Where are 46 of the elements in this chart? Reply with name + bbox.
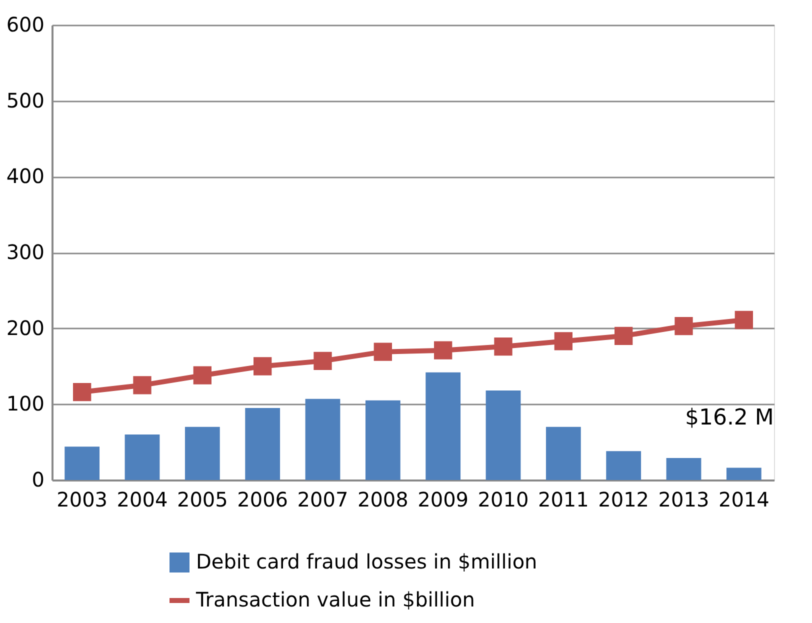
x-tick-label: 2008 bbox=[357, 488, 408, 512]
bar bbox=[184, 426, 220, 480]
x-tick-label: 2007 bbox=[297, 488, 348, 512]
y-tick-label: 400 bbox=[6, 164, 44, 188]
point bbox=[554, 332, 572, 350]
x-tick-label: 2009 bbox=[418, 488, 469, 512]
bar bbox=[124, 434, 160, 480]
point bbox=[494, 337, 512, 356]
x-tick-label: 2005 bbox=[176, 488, 228, 512]
point bbox=[133, 376, 152, 394]
point bbox=[734, 310, 753, 330]
legend-label: Transaction value in $billion bbox=[195, 588, 475, 612]
x-tick-label: 2011 bbox=[538, 488, 589, 512]
y-tick-label: 0 bbox=[32, 468, 44, 492]
point bbox=[434, 341, 452, 360]
bar bbox=[606, 451, 642, 480]
bar bbox=[64, 446, 100, 480]
point bbox=[674, 316, 693, 336]
bar bbox=[305, 398, 340, 480]
x-tick-label: 2012 bbox=[598, 488, 650, 512]
x-tick-label: 2010 bbox=[478, 488, 529, 512]
legend-label: Debit card fraud losses in $million bbox=[196, 550, 538, 574]
bar bbox=[426, 372, 461, 480]
bar bbox=[546, 426, 581, 480]
y-tick-label: 600 bbox=[6, 12, 44, 36]
point bbox=[254, 357, 272, 376]
y-tick-label: 500 bbox=[6, 88, 44, 112]
point bbox=[73, 382, 92, 402]
point bbox=[314, 352, 332, 370]
bar bbox=[726, 468, 762, 480]
x-tick-label: 2006 bbox=[237, 488, 288, 512]
y-tick-label: 200 bbox=[6, 316, 44, 340]
bar bbox=[365, 400, 400, 480]
y-tick-label: 300 bbox=[6, 240, 44, 264]
x-tick-label: 2014 bbox=[718, 488, 770, 512]
point bbox=[374, 342, 392, 361]
bar bbox=[666, 458, 702, 480]
bar bbox=[486, 390, 521, 480]
point bbox=[193, 366, 212, 384]
x-tick-label: 2013 bbox=[658, 488, 710, 512]
bar bbox=[245, 408, 280, 480]
annotation: $16.2 M bbox=[684, 406, 774, 431]
point bbox=[614, 326, 633, 345]
x-tick-label: 2003 bbox=[56, 488, 108, 512]
x-tick-label: 2004 bbox=[116, 488, 168, 512]
y-tick-label: 100 bbox=[6, 392, 44, 416]
